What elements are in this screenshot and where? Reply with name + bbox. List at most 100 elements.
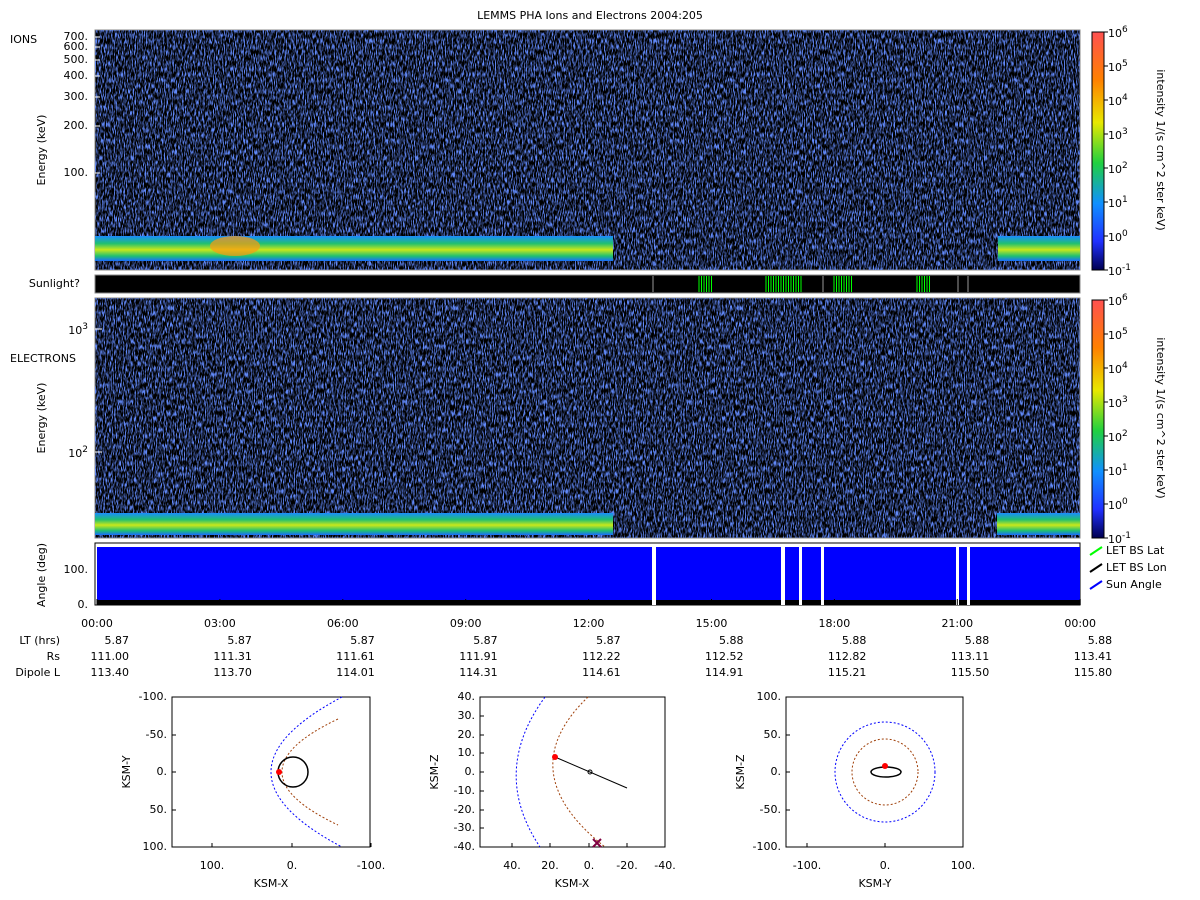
y-axis-label: KSM-Z	[428, 754, 441, 790]
ephemeris-value: 114.31	[459, 666, 498, 679]
ephemeris-value: 111.00	[91, 650, 130, 663]
colorbar-label: intensity 1/(s cm^2 ster keV)	[1154, 69, 1167, 230]
sunlight-label: Sunlight?	[29, 277, 80, 290]
legend-swatch	[1089, 580, 1103, 590]
tick-base: 10	[1108, 363, 1122, 376]
ephemeris-value: 111.31	[213, 650, 252, 663]
tick-exponent: 3	[82, 322, 88, 332]
y-tick-label: 400.	[64, 69, 89, 82]
y-tick-label: 100.	[143, 840, 168, 853]
ion-peak	[210, 236, 260, 256]
y-tick-label: -10.	[454, 784, 475, 797]
colorbar	[1091, 31, 1105, 271]
y-tick-label: 600.	[64, 40, 89, 53]
x-tick-label: 09:00	[450, 617, 482, 630]
x-tick-label: -100.	[357, 859, 385, 872]
ephemeris-value: 113.11	[951, 650, 990, 663]
y-tick-label: -100.	[753, 840, 781, 853]
x-tick-label: 00:00	[1064, 617, 1096, 630]
ephemeris-value: 5.87	[105, 634, 130, 647]
colorbar-tick-label: 101	[1108, 195, 1128, 211]
tick-base: 10	[1108, 499, 1122, 512]
title: LEMMS PHA Ions and Electrons 2004:205	[477, 9, 703, 22]
tick-base: 10	[1108, 397, 1122, 410]
y-tick-label: 20.	[458, 728, 476, 741]
x-tick-label: 03:00	[204, 617, 236, 630]
y-tick-label: -40.	[454, 840, 475, 853]
colorbar-tick-label: 10-1	[1108, 531, 1131, 547]
colorbar-tick-label: 102	[1108, 429, 1128, 445]
y-axis-label: Energy (keV)	[35, 383, 48, 454]
ephemeris-value: 5.87	[227, 634, 252, 647]
tick-exponent: 5	[1122, 59, 1128, 69]
tick-base: 10	[1108, 129, 1122, 142]
x-tick-label: 0.	[584, 859, 595, 872]
ion-band	[998, 236, 1080, 261]
colorbar-tick-label: 106	[1108, 293, 1128, 309]
magnetopause	[515, 696, 546, 848]
ephemeris-value: 115.50	[951, 666, 990, 679]
tick-exponent: -1	[1122, 531, 1131, 541]
ion-band	[95, 236, 613, 261]
tick-exponent: 5	[1122, 327, 1128, 337]
gap	[799, 545, 802, 605]
ephemeris-label: Rs	[47, 650, 61, 663]
tick-base: 10	[1108, 163, 1122, 176]
y-tick-label: 103	[68, 322, 88, 338]
panel-label: IONS	[10, 33, 37, 46]
x-tick-label: 100.	[200, 859, 225, 872]
legend-label: LET BS Lon	[1106, 561, 1167, 574]
sun-angle-fill	[97, 547, 1080, 603]
orbit-plot-3	[785, 696, 964, 848]
ephemeris-value: 111.61	[336, 650, 375, 663]
x-tick-label: 0.	[880, 859, 891, 872]
colorbar-tick-label: 105	[1108, 327, 1128, 343]
x-tick-label: 15:00	[696, 617, 728, 630]
y-tick-label: 0.	[78, 598, 89, 611]
tick-base: 10	[1108, 61, 1122, 74]
ephemeris-value: 5.87	[350, 634, 375, 647]
tick-base: 10	[1108, 329, 1122, 342]
spacecraft	[552, 754, 558, 760]
x-tick-label: 100.	[951, 859, 976, 872]
sunlight-marks	[652, 276, 969, 292]
tick-base: 10	[1108, 197, 1122, 210]
ephemeris-value: 114.91	[705, 666, 744, 679]
y-tick-label: -30.	[454, 821, 475, 834]
ephemeris-value: 113.40	[91, 666, 130, 679]
ephemeris-value: 112.52	[705, 650, 744, 663]
electron-band	[95, 513, 613, 535]
ephemeris-value: 112.82	[828, 650, 867, 663]
legend-label: Sun Angle	[1106, 578, 1162, 591]
x-tick-label: -40.	[654, 859, 675, 872]
ephemeris-value: 115.80	[1074, 666, 1113, 679]
tick-base: 10	[1108, 431, 1122, 444]
gap	[781, 545, 785, 605]
gap	[967, 545, 970, 605]
colorbar-tick-label: 10-1	[1108, 263, 1131, 279]
x-tick-label: 40.	[503, 859, 521, 872]
colorbar-tick-label: 101	[1108, 463, 1128, 479]
colorbar	[1091, 299, 1105, 539]
ephemeris-value: 5.87	[596, 634, 621, 647]
x-tick-label: 20.	[541, 859, 559, 872]
ephemeris-value: 5.88	[719, 634, 744, 647]
y-tick-label: 200.	[64, 119, 89, 132]
bow-shock	[281, 718, 339, 826]
plot-frame	[171, 696, 371, 848]
y-tick-label: 102	[68, 445, 88, 461]
colorbar-label: intensity 1/(s cm^2 ster keV)	[1154, 337, 1167, 498]
planet	[587, 769, 593, 775]
y-axis-label: Energy (keV)	[35, 115, 48, 186]
bow-shock	[552, 696, 606, 848]
tick-exponent: 4	[1122, 361, 1128, 371]
ephemeris-value: 112.22	[582, 650, 621, 663]
x-tick-label: -20.	[616, 859, 637, 872]
legend-swatch	[1089, 563, 1103, 573]
y-tick-label: 500.	[64, 53, 89, 66]
colorbar-tick-label: 104	[1108, 361, 1128, 377]
electron-band	[997, 513, 1080, 535]
tick-exponent: 2	[82, 445, 88, 455]
